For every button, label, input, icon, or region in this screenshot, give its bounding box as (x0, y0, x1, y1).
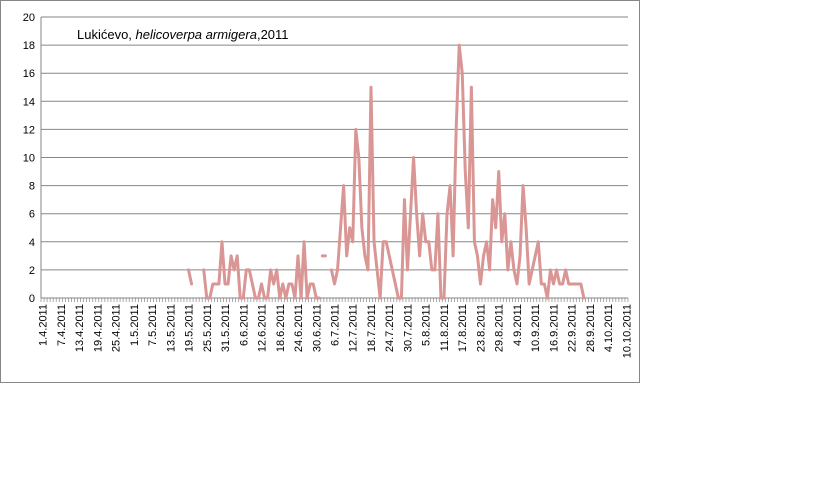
chart-title-species: helicoverpa armigera (136, 27, 257, 42)
x-tick-label: 18.7.2011 (366, 304, 378, 352)
x-tick-label: 12.7.2011 (348, 304, 360, 352)
x-tick-label: 11.8.2011 (439, 304, 451, 351)
y-tick-label: 6 (29, 209, 35, 221)
series-line (329, 43, 586, 300)
y-tick-label: 14 (23, 96, 35, 108)
series-line (187, 268, 194, 286)
x-tick-label: 19.5.2011 (184, 304, 196, 352)
x-tick-label: 6.6.2011 (238, 304, 250, 346)
chart-title: Lukićevo, helicoverpa armigera,2011 (77, 27, 289, 42)
x-tick-label: 28.9.2011 (585, 304, 597, 352)
y-tick-label: 16 (23, 68, 35, 80)
x-tick-label: 24.7.2011 (384, 304, 396, 352)
x-tick-label: 12.6.2011 (257, 304, 269, 352)
x-tick-label: 10.9.2011 (530, 304, 542, 352)
x-tick-label: 6.7.2011 (330, 304, 342, 346)
x-tick-label: 10.10.2011 (621, 304, 633, 358)
x-tick-label: 4.9.2011 (512, 304, 524, 346)
x-tick-label: 25.5.2011 (202, 304, 214, 352)
x-tick-label: 16.9.2011 (548, 304, 560, 352)
chart-title-place: Lukićevo, (77, 27, 136, 42)
chart-title-year: ,2011 (257, 27, 289, 42)
y-tick-label: 12 (23, 124, 35, 136)
x-tick-label: 17.8.2011 (457, 304, 469, 352)
x-tick-label: 25.4.2011 (111, 304, 123, 352)
x-tick-label: 22.9.2011 (567, 304, 579, 352)
series-line (202, 240, 321, 300)
x-tick-label: 7.4.2011 (56, 304, 68, 346)
line-chart: 0 2 4 6 8 10 12 14 16 18 20 1.4.2011 7.4.2011 13.4.20… (23, 12, 634, 358)
chart-frame: 0 2 4 6 8 10 12 14 16 18 20 1.4.2011 7.4.2011 13.4.20… (0, 0, 640, 383)
x-tick-label: 30.6.2011 (311, 304, 323, 352)
y-tick-label: 2 (29, 265, 35, 277)
y-tick-label: 0 (29, 293, 35, 305)
x-tick-label: 31.5.2011 (220, 304, 232, 352)
x-tick-label: 5.8.2011 (421, 304, 433, 346)
x-tick-label: 30.7.2011 (402, 304, 414, 352)
x-tick-label: 18.6.2011 (275, 304, 287, 352)
x-tick-label: 13.5.2011 (165, 304, 177, 352)
y-tick-label: 18 (23, 40, 35, 52)
x-tick-label: 13.4.2011 (74, 304, 86, 352)
y-tick-label: 20 (23, 12, 35, 24)
x-tick-label: 4.10.2011 (603, 304, 615, 352)
x-tick-label: 1.5.2011 (129, 304, 141, 346)
x-tick-label: 23.8.2011 (475, 304, 487, 352)
y-tick-label: 8 (29, 181, 35, 193)
x-tick-label: 1.4.2011 (38, 304, 50, 346)
x-tick-label: 29.8.2011 (494, 304, 506, 352)
x-tick-label: 7.5.2011 (147, 304, 159, 346)
x-tick-label: 19.4.2011 (92, 304, 104, 352)
y-tick-label: 4 (29, 237, 35, 249)
x-tick-label: 24.6.2011 (293, 304, 305, 352)
y-tick-label: 10 (23, 153, 35, 165)
